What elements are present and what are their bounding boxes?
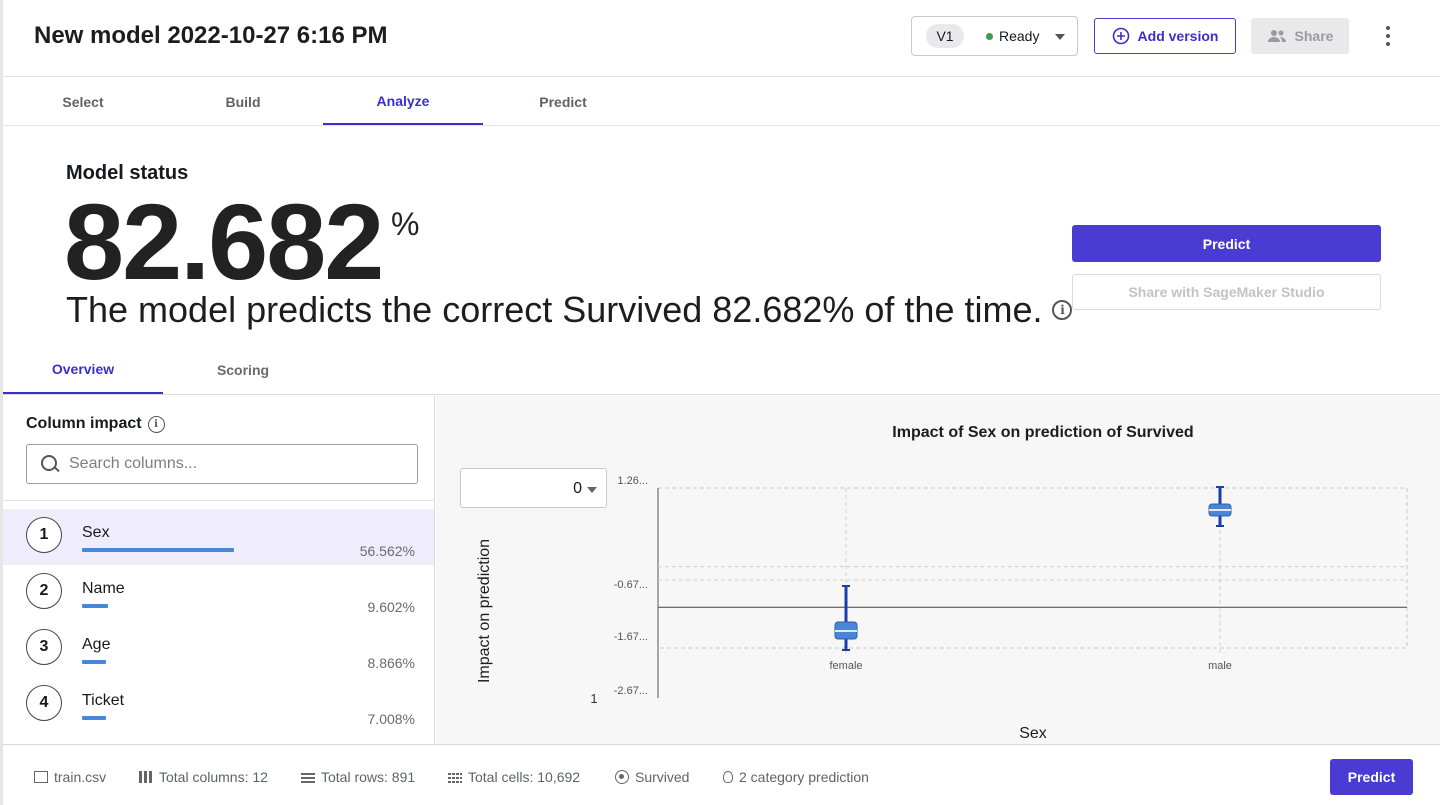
column-impact-row[interactable]: 4 Ticket 7.008% (3, 677, 434, 733)
footer-cells: Total cells: 10,692 (448, 769, 580, 785)
version-select[interactable]: V1 Ready (911, 16, 1078, 56)
target-icon (615, 770, 629, 784)
impact-percent: 56.562% (359, 543, 415, 559)
users-icon (1267, 30, 1286, 42)
target-column: Survived (635, 769, 690, 785)
dataset-footer: train.csv Total columns: 12 Total rows: … (3, 744, 1440, 805)
y-tick-label: -2.67... (614, 685, 648, 697)
column-name: Ticket (82, 692, 125, 709)
status-indicator: Ready (986, 28, 1039, 44)
predict-button[interactable]: Predict (1072, 225, 1381, 262)
rank-badge: 4 (26, 685, 62, 721)
column-impact-title: Column impact (26, 415, 142, 432)
share-sagemaker-studio-button[interactable]: Share with SageMaker Studio (1072, 274, 1381, 310)
footer-file: train.csv (34, 769, 106, 785)
total-rows: Total rows: 891 (321, 769, 416, 785)
share-button[interactable]: Share (1251, 18, 1349, 54)
impact-bar (82, 716, 106, 720)
column-impact-panel: Column impact i 1 Sex 56.562% 2 Name 9.602% 3 A… (3, 396, 435, 744)
column-impact-heading: Column impact i (26, 415, 165, 433)
class-select-value: 0 (573, 480, 582, 497)
status-label: Ready (999, 28, 1040, 44)
header: New model 2022-10-27 6:16 PM V1 Ready Ad… (3, 0, 1440, 77)
column-name: Age (82, 636, 111, 653)
search-icon (41, 455, 59, 473)
total-cells: Total cells: 10,692 (468, 769, 581, 785)
tab-analyze[interactable]: Analyze (323, 78, 483, 125)
x-tick-label: male (1208, 660, 1232, 672)
cells-icon (448, 771, 462, 783)
footer-predict-button[interactable]: Predict (1330, 759, 1413, 795)
impact-bar (82, 604, 108, 608)
accuracy-value: 82.682 (64, 181, 384, 302)
plus-circle-icon (1112, 27, 1129, 45)
footer-columns: Total columns: 12 (139, 769, 268, 785)
main-tabs: Select Build Analyze Predict (3, 78, 1440, 126)
footer-prediction-type: 2 category prediction (723, 769, 869, 785)
share-label: Share (1294, 28, 1334, 44)
accuracy-sentence: The model predicts the correct Survived … (66, 289, 1073, 331)
chevron-down-icon (1055, 34, 1065, 40)
table-icon (34, 771, 48, 783)
column-impact-row[interactable]: 3 Age 8.866% (3, 621, 434, 677)
column-impact-row[interactable]: 2 Name 9.602% (3, 565, 434, 621)
more-options-icon[interactable] (1381, 26, 1395, 46)
y-tick-label: -1.67... (614, 631, 648, 643)
add-version-button[interactable]: Add version (1094, 18, 1236, 54)
status-dot-icon (986, 32, 993, 40)
info-icon[interactable]: i (1052, 300, 1073, 320)
prediction-type: 2 category prediction (739, 769, 869, 785)
rank-badge: 1 (26, 517, 62, 553)
column-name: Name (82, 580, 125, 597)
class-select[interactable]: 0 (460, 468, 607, 508)
search-input[interactable] (69, 455, 369, 473)
footer-rows: Total rows: 891 (301, 769, 415, 785)
tab-predict[interactable]: Predict (539, 93, 587, 110)
info-icon[interactable]: i (147, 415, 165, 433)
impact-percent: 7.008% (367, 711, 415, 727)
rank-badge: 3 (26, 629, 62, 665)
accuracy-description: The model predicts the correct Survived … (66, 289, 1043, 330)
tab-overview[interactable]: Overview (3, 346, 163, 394)
impact-percent: 9.602% (367, 599, 415, 615)
file-name: train.csv (54, 769, 107, 785)
y-axis-title: Impact on prediction (476, 539, 493, 683)
accuracy-unit: % (391, 206, 420, 242)
rows-icon (301, 771, 315, 783)
axis-label-extra: 1 (590, 691, 597, 706)
page-title: New model 2022-10-27 6:16 PM (34, 22, 388, 49)
column-impact-row[interactable]: 1 Sex 56.562% (3, 509, 434, 565)
version-badge: V1 (926, 24, 964, 48)
y-tick-label: -0.67... (614, 579, 648, 591)
tab-build[interactable]: Build (225, 93, 261, 110)
column-name: Sex (82, 524, 110, 541)
impact-chart: 1.26... -0.67... -1.67... -2.67... 1 female ma… (476, 475, 1408, 742)
tab-select[interactable]: Select (62, 93, 104, 110)
divider (3, 500, 434, 501)
add-version-label: Add version (1137, 28, 1219, 44)
analysis-tabs: Overview Scoring (3, 346, 1440, 395)
chart-title: Impact of Sex on prediction of Survived (892, 424, 1194, 441)
footer-target: Survived (615, 769, 689, 785)
chevron-down-icon (587, 487, 597, 493)
impact-bar (82, 548, 234, 552)
tab-scoring[interactable]: Scoring (216, 362, 270, 378)
impact-percent: 8.866% (367, 655, 415, 671)
impact-chart-panel: Impact of Sex on prediction of Survived … (436, 396, 1440, 744)
y-tick-label: 1.26... (617, 475, 648, 487)
plot-frame (657, 487, 1408, 649)
rank-badge: 2 (26, 573, 62, 609)
column-search[interactable] (26, 444, 418, 484)
x-tick-label: female (829, 660, 862, 672)
model-status-label: Model status (66, 162, 189, 184)
x-axis-title: Sex (1019, 725, 1047, 742)
impact-bar (82, 660, 106, 664)
columns-icon (139, 771, 153, 783)
lightbulb-icon (723, 771, 733, 783)
total-columns: Total columns: 12 (159, 769, 268, 785)
